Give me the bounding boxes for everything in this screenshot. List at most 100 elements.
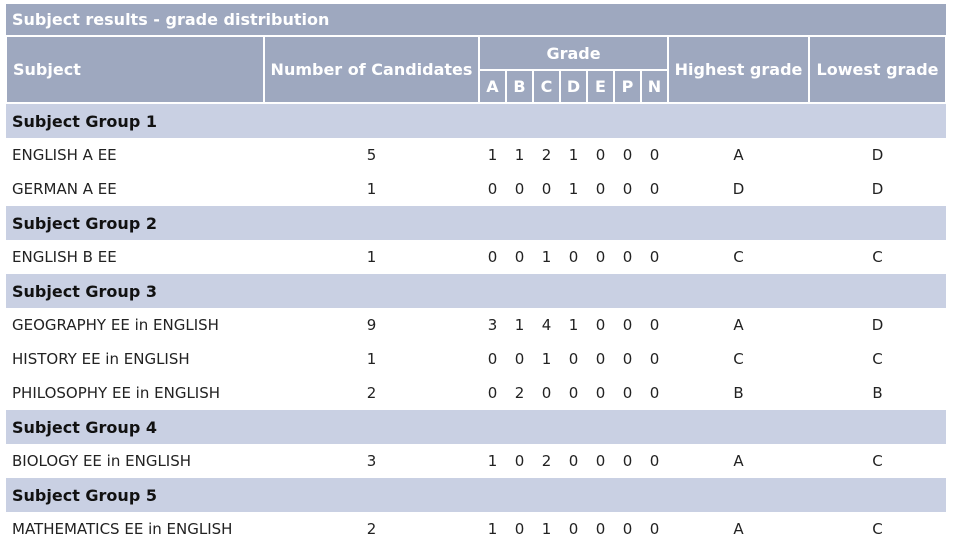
highest-grade-cell: A	[668, 308, 809, 342]
subject-name-cell: GERMAN A EE	[6, 172, 264, 206]
table-row: ENGLISH A EE 5 1 1 2 1 0 0 0 A D	[6, 138, 947, 172]
table-row: GERMAN A EE 1 0 0 0 1 0 0 0 D D	[6, 172, 947, 206]
lowest-grade-cell: B	[809, 376, 947, 410]
grade-count-cell: 1	[506, 308, 533, 342]
grade-count-cell: 4	[533, 308, 560, 342]
grade-count-cell: 0	[641, 444, 668, 478]
grade-count-cell: 0	[533, 376, 560, 410]
grade-count-cell: 1	[533, 512, 560, 546]
grade-column-header: Grade	[478, 35, 669, 71]
subject-name-cell: ENGLISH B EE	[6, 240, 264, 274]
highest-grade-cell: D	[668, 172, 809, 206]
subject-group-row: Subject Group 1	[6, 103, 947, 138]
lowest-grade-cell: D	[809, 138, 947, 172]
grade-count-cell: 0	[614, 376, 641, 410]
grade-count-cell: 0	[587, 240, 614, 274]
grade-count-cell: 0	[479, 342, 506, 376]
grade-count-cell: 0	[614, 308, 641, 342]
highest-grade-cell: A	[668, 138, 809, 172]
grade-count-cell: 2	[533, 138, 560, 172]
subject-group-label: Subject Group 4	[6, 410, 947, 444]
subject-name-cell: GEOGRAPHY EE in ENGLISH	[6, 308, 264, 342]
candidates-cell: 1	[264, 342, 479, 376]
highest-grade-cell: C	[668, 240, 809, 274]
subject-name-cell: BIOLOGY EE in ENGLISH	[6, 444, 264, 478]
table-body: Subject Group 1 ENGLISH A EE 5 1 1 2 1 0 0 0 A D GER…	[6, 103, 947, 546]
grade-count-cell: 0	[614, 138, 641, 172]
grade-count-cell: 0	[506, 172, 533, 206]
grade-count-cell: 0	[479, 376, 506, 410]
candidates-cell: 5	[264, 138, 479, 172]
grade-count-cell: 0	[560, 342, 587, 376]
grade-count-cell: 0	[506, 512, 533, 546]
candidates-cell: 9	[264, 308, 479, 342]
grade-count-cell: 0	[641, 138, 668, 172]
subject-group-label: Subject Group 2	[6, 206, 947, 240]
subject-group-label: Subject Group 5	[6, 478, 947, 512]
grade-letter-header: N	[640, 69, 669, 104]
grade-count-cell: 0	[560, 240, 587, 274]
subject-group-row: Subject Group 2	[6, 206, 947, 240]
subject-group-label: Subject Group 3	[6, 274, 947, 308]
subject-group-row: Subject Group 4	[6, 410, 947, 444]
lowest-grade-cell: C	[809, 512, 947, 546]
grade-distribution-panel: Subject results - grade distribution Sub…	[5, 4, 948, 546]
grade-count-cell: 1	[533, 342, 560, 376]
grade-count-cell: 0	[587, 172, 614, 206]
grade-count-cell: 0	[506, 444, 533, 478]
grade-count-cell: 0	[533, 172, 560, 206]
grade-letter-header: D	[559, 69, 588, 104]
grade-count-cell: 0	[587, 376, 614, 410]
grade-count-cell: 3	[479, 308, 506, 342]
subject-name-cell: PHILOSOPHY EE in ENGLISH	[6, 376, 264, 410]
subject-name-cell: ENGLISH A EE	[6, 138, 264, 172]
grade-letter-header: E	[586, 69, 615, 104]
lowest-grade-cell: D	[809, 172, 947, 206]
grade-count-cell: 0	[614, 172, 641, 206]
grade-count-cell: 1	[479, 512, 506, 546]
highest-grade-cell: A	[668, 444, 809, 478]
table-row: BIOLOGY EE in ENGLISH 3 1 0 2 0 0 0 0 A C	[6, 444, 947, 478]
grade-count-cell: 0	[614, 240, 641, 274]
subject-group-label: Subject Group 1	[6, 103, 947, 138]
grade-count-cell: 0	[560, 512, 587, 546]
lowest-grade-cell: C	[809, 342, 947, 376]
highest-grade-cell: B	[668, 376, 809, 410]
grade-count-cell: 0	[641, 172, 668, 206]
highest-grade-cell: A	[668, 512, 809, 546]
grade-count-cell: 2	[506, 376, 533, 410]
grade-count-cell: 0	[614, 342, 641, 376]
grade-count-cell: 0	[614, 512, 641, 546]
grade-count-cell: 0	[641, 512, 668, 546]
grade-count-cell: 0	[587, 308, 614, 342]
grade-count-cell: 0	[587, 512, 614, 546]
lowest-grade-cell: D	[809, 308, 947, 342]
grade-count-cell: 0	[479, 240, 506, 274]
subject-name-cell: MATHEMATICS EE in ENGLISH	[6, 512, 264, 546]
subject-group-row: Subject Group 5	[6, 478, 947, 512]
lowest-grade-cell: C	[809, 240, 947, 274]
grade-count-cell: 2	[533, 444, 560, 478]
table-row: ENGLISH B EE 1 0 0 1 0 0 0 0 C C	[6, 240, 947, 274]
grade-count-cell: 1	[560, 308, 587, 342]
grade-count-cell: 1	[560, 138, 587, 172]
table-title: Subject results - grade distribution	[6, 4, 947, 36]
grade-count-cell: 0	[560, 376, 587, 410]
highest-grade-column-header: Highest grade	[667, 35, 810, 104]
lowest-grade-cell: C	[809, 444, 947, 478]
grade-count-cell: 1	[533, 240, 560, 274]
candidates-cell: 2	[264, 512, 479, 546]
grade-count-cell: 0	[641, 376, 668, 410]
subject-group-row: Subject Group 3	[6, 274, 947, 308]
grade-letter-header: A	[478, 69, 507, 104]
table-row: HISTORY EE in ENGLISH 1 0 0 1 0 0 0 0 C C	[6, 342, 947, 376]
grade-letter-header: B	[505, 69, 534, 104]
candidates-column-header: Number of Candidates	[263, 35, 480, 104]
table-header: Subject results - grade distribution Sub…	[5, 4, 948, 104]
grade-count-cell: 0	[641, 342, 668, 376]
lowest-grade-column-header: Lowest grade	[807, 35, 948, 104]
candidates-cell: 1	[264, 172, 479, 206]
grade-count-cell: 0	[506, 240, 533, 274]
grade-count-cell: 0	[479, 172, 506, 206]
grade-letter-header: P	[613, 69, 642, 104]
